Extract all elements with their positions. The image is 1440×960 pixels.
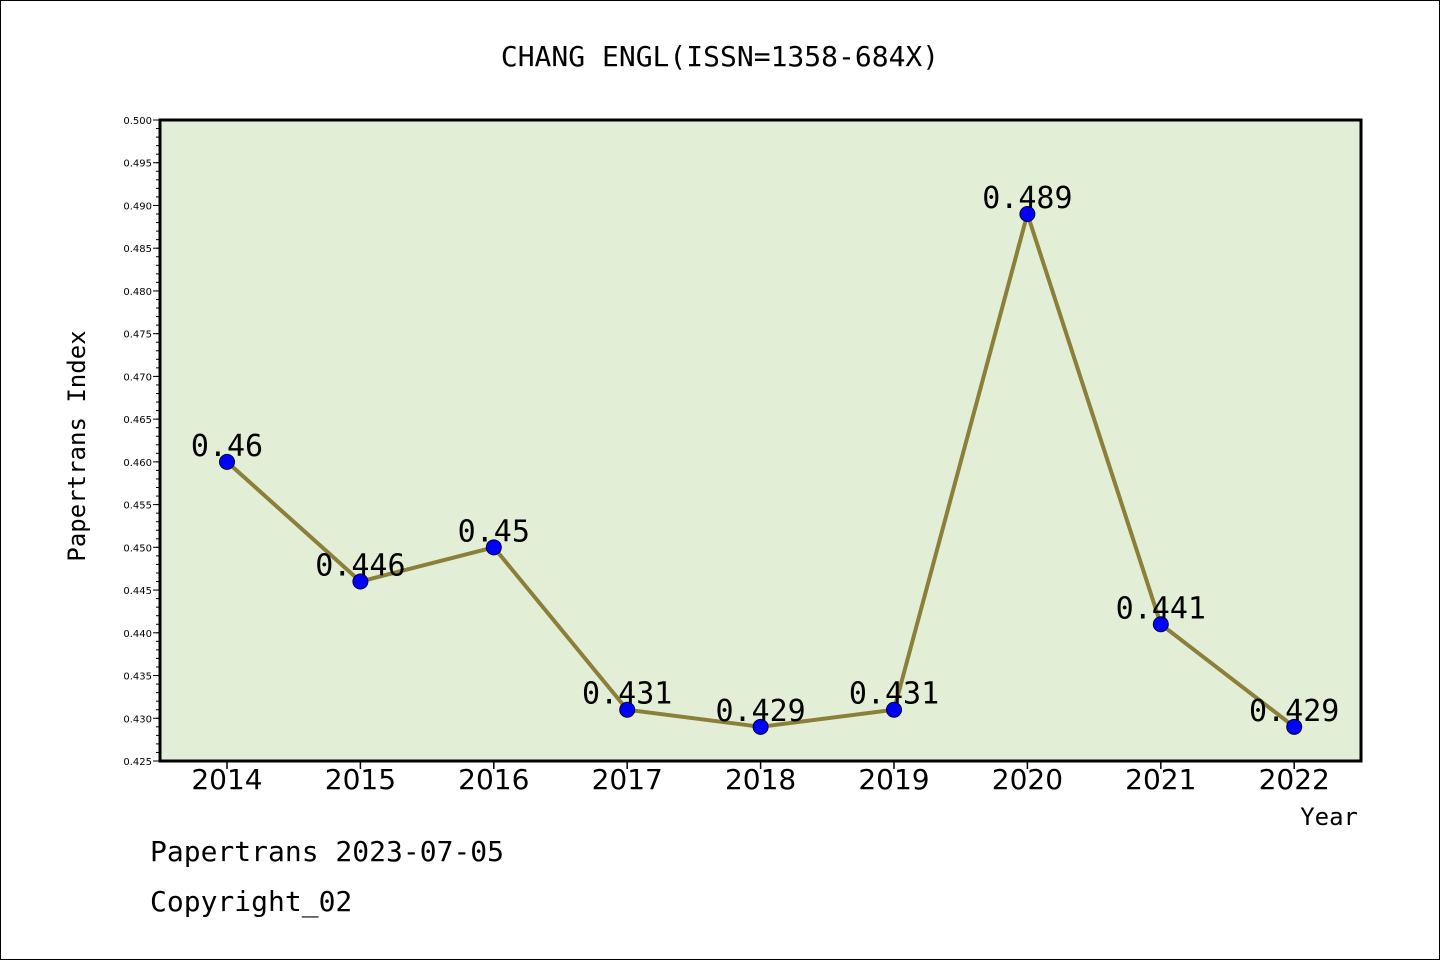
chart-title: CHANG ENGL(ISSN=1358-684X) <box>501 40 939 73</box>
data-label: 0.45 <box>458 514 530 549</box>
data-label: 0.429 <box>715 694 805 729</box>
data-point-marker <box>352 573 369 590</box>
data-point-marker <box>485 539 502 556</box>
y-tick-label: 0.485 <box>123 244 152 255</box>
x-tick-label: 2019 <box>858 763 929 796</box>
x-tick-label: 2022 <box>1259 763 1330 796</box>
data-labels: 0.46 0.446 0.45 0.431 0.429 0.431 0.489 0.441 0.… <box>191 181 1339 729</box>
data-label: 0.431 <box>849 677 939 712</box>
data-point-marker <box>219 453 235 470</box>
y-tick-label: 0.445 <box>123 586 152 597</box>
data-point-marker <box>1152 616 1169 633</box>
y-tick-label: 0.475 <box>123 330 152 341</box>
y-tick-label: 0.450 <box>123 543 152 554</box>
data-point-marker <box>619 701 636 718</box>
data-label: 0.441 <box>1116 591 1206 626</box>
y-tick-label: 0.425 <box>123 757 152 768</box>
data-point-marker <box>1019 206 1036 223</box>
y-tick-label: 0.495 <box>123 159 152 170</box>
data-label: 0.46 <box>191 429 263 464</box>
data-label: 0.446 <box>315 549 405 584</box>
y-tick-label: 0.430 <box>123 714 152 725</box>
x-tick-label: 2016 <box>458 763 529 796</box>
data-point-marker <box>1286 718 1303 735</box>
y-axis-ticks: 0.425 0.430 0.435 0.440 0.445 0.450 0.455 0.460… <box>123 116 160 768</box>
x-axis-ticks: 2014 2015 2016 2017 2018 2019 2020 2021 2022 <box>191 761 1330 796</box>
y-tick-label: 0.460 <box>123 458 152 469</box>
data-label: 0.429 <box>1249 694 1339 729</box>
series-group <box>219 206 1303 735</box>
y-tick-label: 0.480 <box>123 287 152 298</box>
x-tick-label: 2014 <box>191 763 262 796</box>
y-axis-title: Papertrans Index <box>63 330 91 561</box>
x-axis-title: Year <box>1300 803 1358 831</box>
data-point-marker <box>752 718 769 735</box>
data-label: 0.431 <box>582 677 672 712</box>
y-tick-label: 0.490 <box>123 201 152 212</box>
y-tick-label: 0.470 <box>123 372 152 383</box>
y-tick-label: 0.435 <box>123 672 152 683</box>
x-tick-label: 2018 <box>725 763 796 796</box>
plot-area <box>160 120 1361 761</box>
y-tick-label: 0.500 <box>123 116 152 127</box>
y-tick-label: 0.440 <box>123 629 152 640</box>
y-tick-label: 0.455 <box>123 501 152 512</box>
data-point-marker <box>886 701 902 718</box>
x-tick-label: 2015 <box>325 763 396 796</box>
x-tick-label: 2021 <box>1125 763 1196 796</box>
y-tick-label: 0.465 <box>123 415 152 426</box>
x-tick-label: 2020 <box>992 763 1063 796</box>
data-label: 0.489 <box>982 181 1072 216</box>
footer-date-text: Papertrans 2023-07-05 <box>150 835 505 868</box>
x-tick-label: 2017 <box>592 763 663 796</box>
plot-border <box>158 118 1363 763</box>
footer-copyright-text: Copyright_02 <box>150 885 353 918</box>
